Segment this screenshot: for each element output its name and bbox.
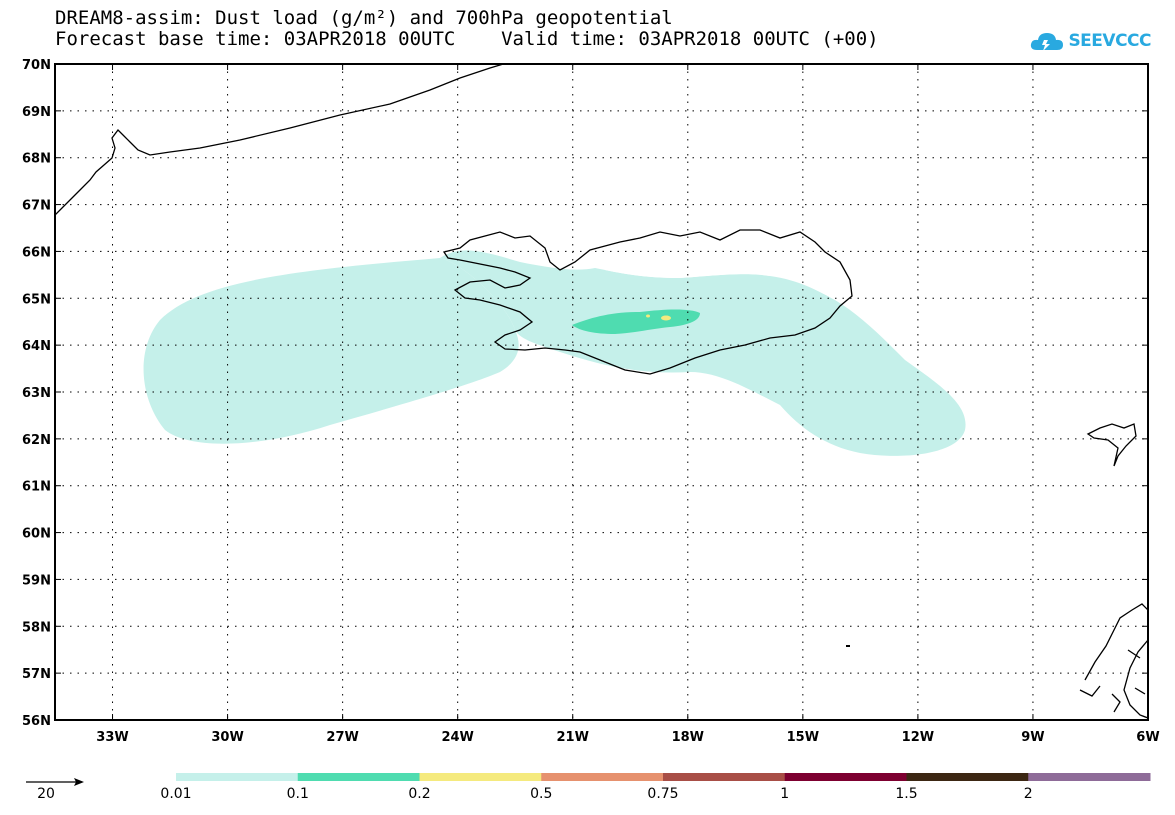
colorbar-swatch bbox=[663, 773, 786, 781]
faroe-coast bbox=[1086, 423, 1137, 467]
lat-label: 57N bbox=[22, 667, 51, 682]
logo-text: SEEVCCC bbox=[1068, 31, 1151, 51]
lon-label: 27W bbox=[326, 730, 358, 745]
colorbar-swatch bbox=[176, 773, 299, 781]
colorbar-swatch bbox=[784, 773, 907, 781]
lon-label: 30W bbox=[211, 730, 243, 745]
dust-region-west bbox=[143, 258, 519, 444]
dust-region-iceland bbox=[440, 250, 966, 456]
lon-label: 12W bbox=[902, 730, 934, 745]
colorbar-swatch bbox=[906, 773, 1029, 781]
lon-label: 9W bbox=[1021, 730, 1044, 745]
colorbar-label: 0.2 bbox=[408, 786, 430, 802]
dust-region-high bbox=[661, 315, 671, 321]
vector-key: 20 bbox=[26, 778, 84, 802]
lat-label: 62N bbox=[22, 433, 51, 448]
lon-label: 21W bbox=[557, 730, 589, 745]
colorbar-label: 0.01 bbox=[160, 786, 191, 802]
colorbar-label: 0.5 bbox=[530, 786, 552, 802]
dust-region-medium bbox=[572, 309, 700, 334]
rockall-islet bbox=[846, 645, 850, 647]
vector-key-value: 20 bbox=[37, 786, 55, 802]
colorbar: 0.01 0.1 0.2 0.5 0.75 1 1.5 2 bbox=[160, 773, 1151, 802]
lat-label: 66N bbox=[22, 245, 51, 260]
lat-label: 60N bbox=[22, 527, 51, 542]
lon-label: 6W bbox=[1136, 730, 1159, 745]
colorbar-label: 1.5 bbox=[895, 786, 917, 802]
dust-region-uncovered bbox=[605, 255, 772, 278]
scotland-islands bbox=[1079, 649, 1146, 713]
lat-label: 69N bbox=[22, 105, 51, 120]
iceland-coast bbox=[442, 229, 853, 375]
vector-key-arrowhead bbox=[74, 778, 84, 786]
lat-label: 63N bbox=[22, 386, 51, 401]
seevccc-logo: SEEVCCC bbox=[1029, 30, 1151, 52]
cloud-icon bbox=[1031, 33, 1064, 51]
colorbar-swatch bbox=[1028, 773, 1151, 781]
lat-label: 70N bbox=[22, 58, 51, 73]
lon-label: 15W bbox=[787, 730, 819, 745]
scotland-coast bbox=[1084, 603, 1148, 719]
dust-region-high-small bbox=[646, 314, 650, 318]
colorbar-swatch bbox=[297, 773, 420, 781]
lat-label: 61N bbox=[22, 480, 51, 495]
colorbar-label: 0.1 bbox=[287, 786, 309, 802]
lat-label: 58N bbox=[22, 620, 51, 635]
lat-label: 67N bbox=[22, 199, 51, 214]
colorbar-label: 0.75 bbox=[647, 786, 678, 802]
lat-label: 59N bbox=[22, 573, 51, 588]
greenland-coast bbox=[55, 64, 506, 216]
colorbar-label: 1 bbox=[780, 786, 789, 802]
lat-label: 68N bbox=[22, 152, 51, 167]
lon-label: 33W bbox=[96, 730, 128, 745]
colorbar-label: 2 bbox=[1024, 786, 1033, 802]
map-title: DREAM8-assim: Dust load (g/m²) and 700hP… bbox=[55, 7, 673, 29]
lat-label: 64N bbox=[22, 339, 51, 354]
lat-label: 56N bbox=[22, 714, 51, 729]
lat-label: 65N bbox=[22, 292, 51, 307]
lon-label: 24W bbox=[441, 730, 473, 745]
map-subtitle-times: Forecast base time: 03APR2018 00UTC Vali… bbox=[55, 28, 879, 50]
colorbar-swatch bbox=[541, 773, 664, 781]
colorbar-swatch bbox=[419, 773, 542, 781]
coastlines bbox=[55, 64, 1148, 719]
lon-label: 18W bbox=[672, 730, 704, 745]
